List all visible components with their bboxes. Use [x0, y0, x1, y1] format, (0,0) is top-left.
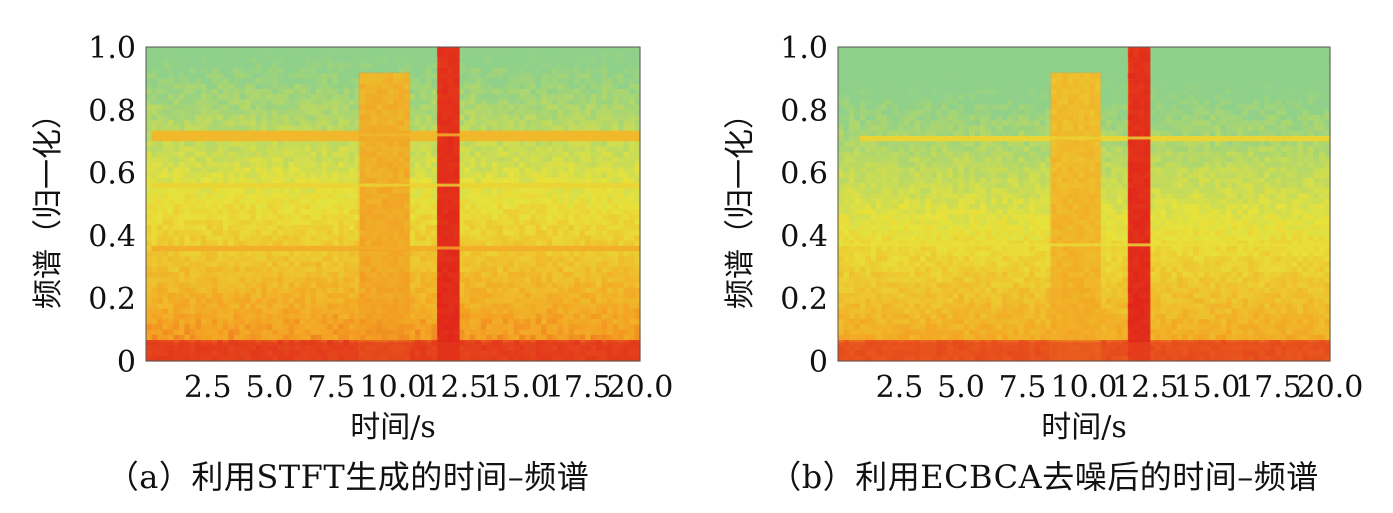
y-tick-label: 0.2: [88, 282, 136, 317]
x-tick-label: 7.5: [307, 370, 355, 405]
x-tick-label: 15.0: [1174, 370, 1241, 405]
x-tick-label: 12.5: [1112, 370, 1179, 405]
plot-frame: [837, 46, 1331, 362]
x-tick-label: 2.5: [184, 370, 232, 405]
y-tick-label: 1.0: [780, 31, 828, 66]
energy-band-0: [1049, 72, 1102, 362]
x-tick-label: 7.5: [999, 370, 1047, 405]
x-tick-label: 2.5: [876, 370, 924, 405]
chart-a-caption: （a）利用STFT生成的时间–频谱: [106, 458, 590, 496]
chart-b-svg: 0 0.2 0.4 0.6 0.8 1.0 2.5 5.0 7.5 10.012.515.017.…: [723, 31, 1364, 445]
chart-b-caption: （b）利用ECBCA去噪后的时间–频谱: [769, 458, 1319, 496]
y-tick-label: 1.0: [88, 31, 136, 66]
x-tick-label: 12.5: [421, 370, 488, 405]
y-tick-label: 0.2: [780, 282, 828, 317]
x-tick-label: 5.0: [246, 370, 294, 405]
x-tick-label: 5.0: [937, 370, 985, 405]
energy-band-1: [1128, 47, 1151, 361]
plot-frame: [145, 46, 641, 362]
x-tick-label: 10.0: [1051, 370, 1118, 405]
x-tick-label: 20.0: [1297, 370, 1364, 405]
x-axis-label: 时间/s: [350, 410, 436, 445]
y-tick-label: 0.6: [780, 157, 828, 192]
y-axis-label: 频谱（归一化）: [723, 99, 758, 309]
y-tick-label: 0.8: [88, 94, 136, 129]
y-axis-label: 频谱（归一化）: [31, 99, 66, 309]
low-frequency-floor: [838, 342, 1330, 361]
x-tick-label: 17.5: [1235, 370, 1302, 405]
energy-band-0: [358, 72, 411, 362]
chart-panel-b: 0 0.2 0.4 0.6 0.8 1.0 2.5 5.0 7.5 10.0 12.5 15.0 17.…: [696, 0, 1392, 513]
y-tick-label: 0.4: [780, 219, 828, 254]
low-frequency-floor: [146, 342, 640, 361]
x-tick-label: 15.0: [483, 370, 550, 405]
energy-band-1: [437, 47, 460, 361]
chart-panel-a: 0 0.2 0.4 0.6 0.8 1.0 2.5 5.0 7.5 10.0 12.5 15.0 17.…: [0, 0, 696, 513]
x-tick-label: 20.0: [607, 370, 674, 405]
y-tick-label: 0.6: [88, 157, 136, 192]
y-tick-label: 0: [809, 345, 828, 380]
x-axis-label: 时间/s: [1041, 410, 1127, 445]
y-tick-label: 0.4: [88, 219, 136, 254]
chart-a-svg: 0 0.2 0.4 0.6 0.8 1.0 2.5 5.0 7.5 10.012.515.017.…: [31, 31, 674, 445]
y-tick-label: 0.8: [780, 94, 828, 129]
x-tick-label: 17.5: [545, 370, 612, 405]
y-tick-label: 0: [117, 345, 136, 380]
x-tick-label: 10.0: [360, 370, 427, 405]
